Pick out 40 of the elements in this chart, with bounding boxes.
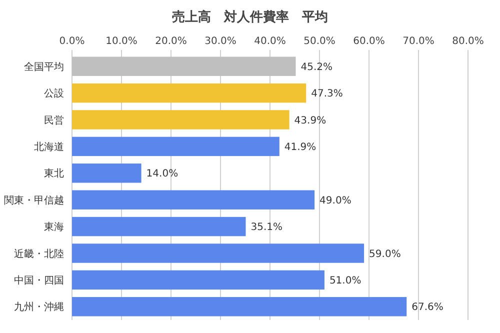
y-tick-label: 近畿・北陸: [14, 248, 64, 260]
bar: [72, 83, 306, 103]
y-tick-label: 東海: [44, 221, 64, 234]
data-label: 49.0%: [320, 195, 352, 206]
y-tick-label: 公設: [44, 88, 64, 100]
x-tick-label: 50.0%: [304, 36, 336, 47]
x-tick-label: 0.0%: [59, 36, 85, 47]
y-tick-label: 北海道: [34, 140, 64, 153]
x-tick-label: 80.0%: [452, 36, 484, 47]
bar: [72, 136, 280, 156]
data-label: 45.2%: [300, 62, 333, 73]
data-label: 35.1%: [250, 222, 283, 234]
data-label: 43.9%: [294, 115, 326, 126]
bar: [72, 164, 142, 183]
data-label: 47.3%: [311, 88, 343, 100]
x-tick-label: 30.0%: [204, 36, 236, 47]
bar: [72, 270, 324, 290]
bar: [72, 244, 364, 263]
y-tick-label: 民営: [44, 114, 64, 126]
y-tick-label: 東北: [44, 168, 64, 180]
data-label: 14.0%: [146, 168, 178, 180]
x-tick-label: 40.0%: [254, 36, 286, 47]
bar: [72, 216, 246, 236]
data-label: 41.9%: [284, 142, 316, 153]
bar: [72, 56, 296, 76]
y-tick-label: 関東・甲信越: [4, 194, 64, 206]
x-tick-label: 20.0%: [155, 36, 187, 47]
x-tick-label: 70.0%: [402, 36, 434, 47]
bar: [72, 110, 290, 130]
bar: [72, 297, 407, 316]
y-tick-label: 全国平均: [24, 60, 64, 73]
x-tick-label: 10.0%: [106, 36, 138, 47]
y-tick-label: 中国・四国: [14, 274, 64, 286]
data-label: 59.0%: [369, 248, 401, 260]
x-tick-label: 60.0%: [353, 36, 385, 47]
data-label: 67.6%: [412, 302, 444, 314]
data-label: 51.0%: [329, 275, 362, 286]
bar: [72, 190, 315, 210]
y-tick-label: 九州・沖縄: [14, 301, 64, 314]
chart-title: 売上高 対人件費率 平均: [172, 9, 328, 25]
